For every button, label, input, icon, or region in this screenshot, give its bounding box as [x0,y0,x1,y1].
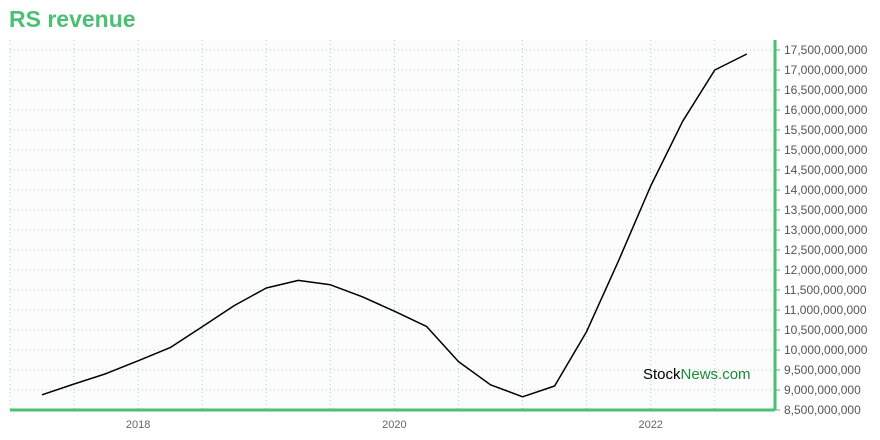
watermark-news: News.com [681,366,751,383]
x-tick-label: 2022 [638,419,662,431]
watermark: StockNews.com [643,366,751,383]
y-tick-label: 11,000,000,000 [784,303,867,317]
y-tick-label: 10,000,000,000 [784,343,868,357]
y-tick-label: 14,500,000,000 [784,163,868,177]
y-tick-label: 13,000,000,000 [784,223,868,237]
y-tick-label: 15,000,000,000 [784,143,868,157]
y-tick-label: 17,000,000,000 [784,63,868,77]
y-axis-ticks: 8,500,000,000 9,000,000,000 9,500,000,000 1… [775,43,868,417]
y-tick-label: 9,000,000,000 [784,383,861,397]
y-tick-label: 16,500,000,000 [784,83,868,97]
y-tick-label: 9,500,000,000 [784,363,861,377]
plot-area [10,40,775,410]
y-tick-label: 14,000,000,000 [784,183,868,197]
y-tick-label: 15,500,000,000 [784,123,868,137]
x-tick-label: 2018 [126,419,150,431]
y-tick-label: 17,500,000,000 [784,43,868,57]
y-tick-label: 10,500,000,000 [784,323,868,337]
y-tick-label: 12,500,000,000 [784,243,868,257]
revenue-series-line [41,53,748,398]
watermark-stock: Stock [643,366,681,383]
y-tick-label: 12,000,000,000 [784,263,868,277]
y-tick-label: 16,000,000,000 [784,103,868,117]
y-tick-label: 8,500,000,000 [784,403,861,417]
y-tick-label: 13,500,000,000 [784,203,868,217]
x-tick-label: 2020 [382,419,406,431]
chart-title: RS revenue [9,6,136,32]
vertical-gridlines [9,40,716,410]
x-axis-ticks: 2018 2020 2022 [126,419,663,431]
y-tick-label: 11,500,000,000 [784,283,867,297]
